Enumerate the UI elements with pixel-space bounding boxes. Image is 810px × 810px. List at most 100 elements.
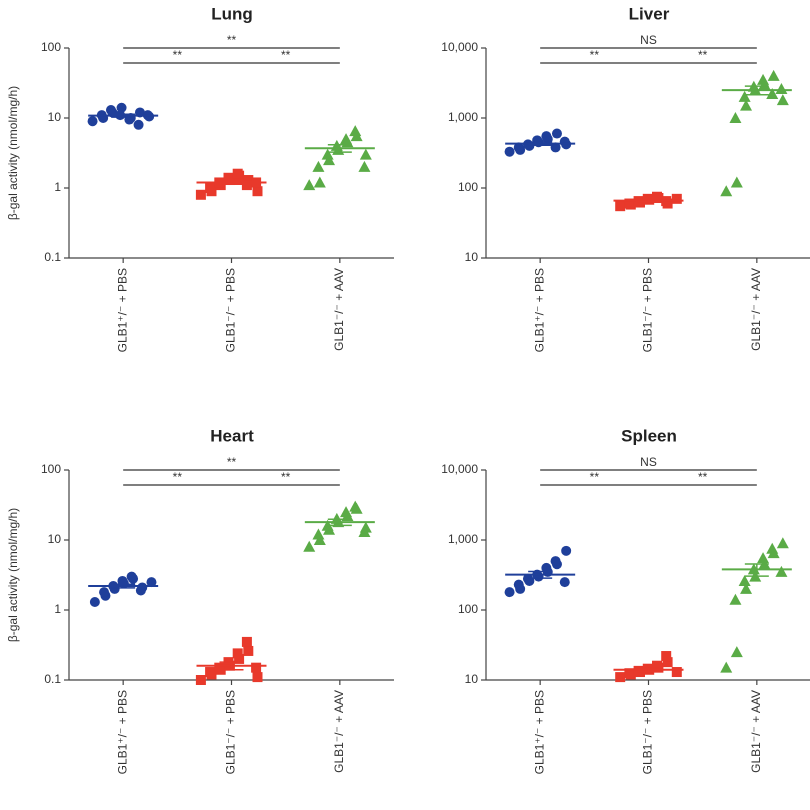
data-point <box>234 653 245 664</box>
y-tick-label: 100 <box>41 40 61 54</box>
data-point <box>550 142 561 153</box>
comparison-label: ** <box>698 48 708 62</box>
data-point <box>504 146 515 157</box>
data-point <box>729 593 742 605</box>
error-bar <box>111 583 136 589</box>
data-point <box>541 131 552 142</box>
data-point <box>340 506 353 518</box>
data-point <box>561 545 572 556</box>
comparison-label: ** <box>698 470 708 484</box>
comparison-label: ** <box>590 470 600 484</box>
data-point <box>513 579 524 590</box>
error-bar <box>636 198 661 203</box>
data-point <box>541 562 552 573</box>
data-point <box>214 662 225 673</box>
data-point <box>126 571 137 582</box>
data-point <box>135 585 146 596</box>
data-point <box>303 540 316 552</box>
data-point <box>313 176 326 188</box>
data-point <box>551 128 562 139</box>
data-point <box>117 575 128 586</box>
y-tick-label: 1,000 <box>448 532 478 546</box>
data-point <box>652 660 662 671</box>
error-bar <box>528 570 553 579</box>
data-point <box>730 176 743 188</box>
data-point <box>321 519 334 531</box>
data-point <box>766 88 779 100</box>
data-point <box>738 90 751 102</box>
data-point <box>615 672 626 683</box>
data-point <box>720 661 733 673</box>
data-point <box>205 667 216 678</box>
x-tick-label: GLB1⁺/⁻ + PBS <box>115 268 129 352</box>
data-point <box>513 142 524 153</box>
data-point <box>642 193 653 204</box>
comparison-label: ** <box>173 470 183 484</box>
y-tick-label: 1 <box>54 602 61 616</box>
y-tick-label: 0.1 <box>44 672 61 686</box>
data-point <box>776 94 789 106</box>
y-tick-label: 100 <box>458 180 478 194</box>
x-tick-label: GLB1⁺/⁻ + PBS <box>115 690 129 774</box>
y-tick-label: 1 <box>54 180 61 194</box>
data-point <box>223 172 234 183</box>
error-bar <box>111 113 136 118</box>
data-point <box>251 662 262 673</box>
x-tick-label: GLB1⁻/⁻ + PBS <box>641 268 655 352</box>
data-point <box>243 645 254 656</box>
data-point <box>349 125 362 137</box>
x-tick-label: GLB1⁻/⁻ + AAV <box>749 690 763 773</box>
y-tick-label: 100 <box>41 462 61 476</box>
comparison-label: NS <box>640 455 657 469</box>
data-point <box>661 651 672 662</box>
comparison-label: ** <box>281 48 291 62</box>
x-tick-label: GLB1⁻/⁻ + PBS <box>224 690 238 774</box>
data-point <box>767 69 780 81</box>
data-point <box>522 573 533 584</box>
x-tick-label: GLB1⁻/⁻ + AAV <box>749 268 763 351</box>
y-tick-label: 10,000 <box>441 462 478 476</box>
data-point <box>323 154 336 166</box>
data-point <box>729 112 742 123</box>
data-point <box>740 582 753 594</box>
chart-title: Heart <box>210 426 254 445</box>
error-bar <box>219 661 244 671</box>
data-point <box>303 179 316 191</box>
chart-title: Spleen <box>621 426 677 445</box>
y-tick-label: 0.1 <box>44 250 61 264</box>
data-point <box>738 574 751 586</box>
x-tick-label: GLB1⁻/⁻ + AAV <box>332 690 346 773</box>
comparison-label: ** <box>281 470 291 484</box>
data-point <box>105 105 116 116</box>
data-point <box>205 183 216 193</box>
y-tick-label: 10 <box>48 532 62 546</box>
data-point <box>195 189 206 200</box>
y-tick-label: 1,000 <box>448 110 478 124</box>
data-point <box>757 552 770 564</box>
x-tick-label: GLB1⁺/⁻ + PBS <box>532 268 546 352</box>
data-point <box>340 133 353 145</box>
x-tick-label: GLB1⁻/⁻ + PBS <box>224 268 238 352</box>
error-bar <box>744 85 769 96</box>
x-tick-label: GLB1⁻/⁻ + AAV <box>332 268 346 351</box>
error-bar <box>636 667 661 673</box>
data-point <box>559 136 570 147</box>
error-bar <box>327 518 352 527</box>
data-point <box>550 556 561 567</box>
comparison-label: ** <box>227 33 237 47</box>
data-point <box>615 201 626 212</box>
data-point <box>87 116 98 127</box>
data-point <box>740 99 753 111</box>
data-point <box>720 185 733 197</box>
x-tick-label: GLB1⁺/⁻ + PBS <box>532 690 546 774</box>
y-tick-label: 10,000 <box>441 40 478 54</box>
data-point <box>757 73 770 85</box>
data-point <box>243 175 254 186</box>
data-point <box>195 675 206 685</box>
error-bar <box>744 563 769 577</box>
data-point <box>766 542 779 554</box>
data-point <box>252 186 263 197</box>
data-point <box>312 528 325 540</box>
data-point <box>313 534 326 545</box>
data-point <box>671 193 682 204</box>
